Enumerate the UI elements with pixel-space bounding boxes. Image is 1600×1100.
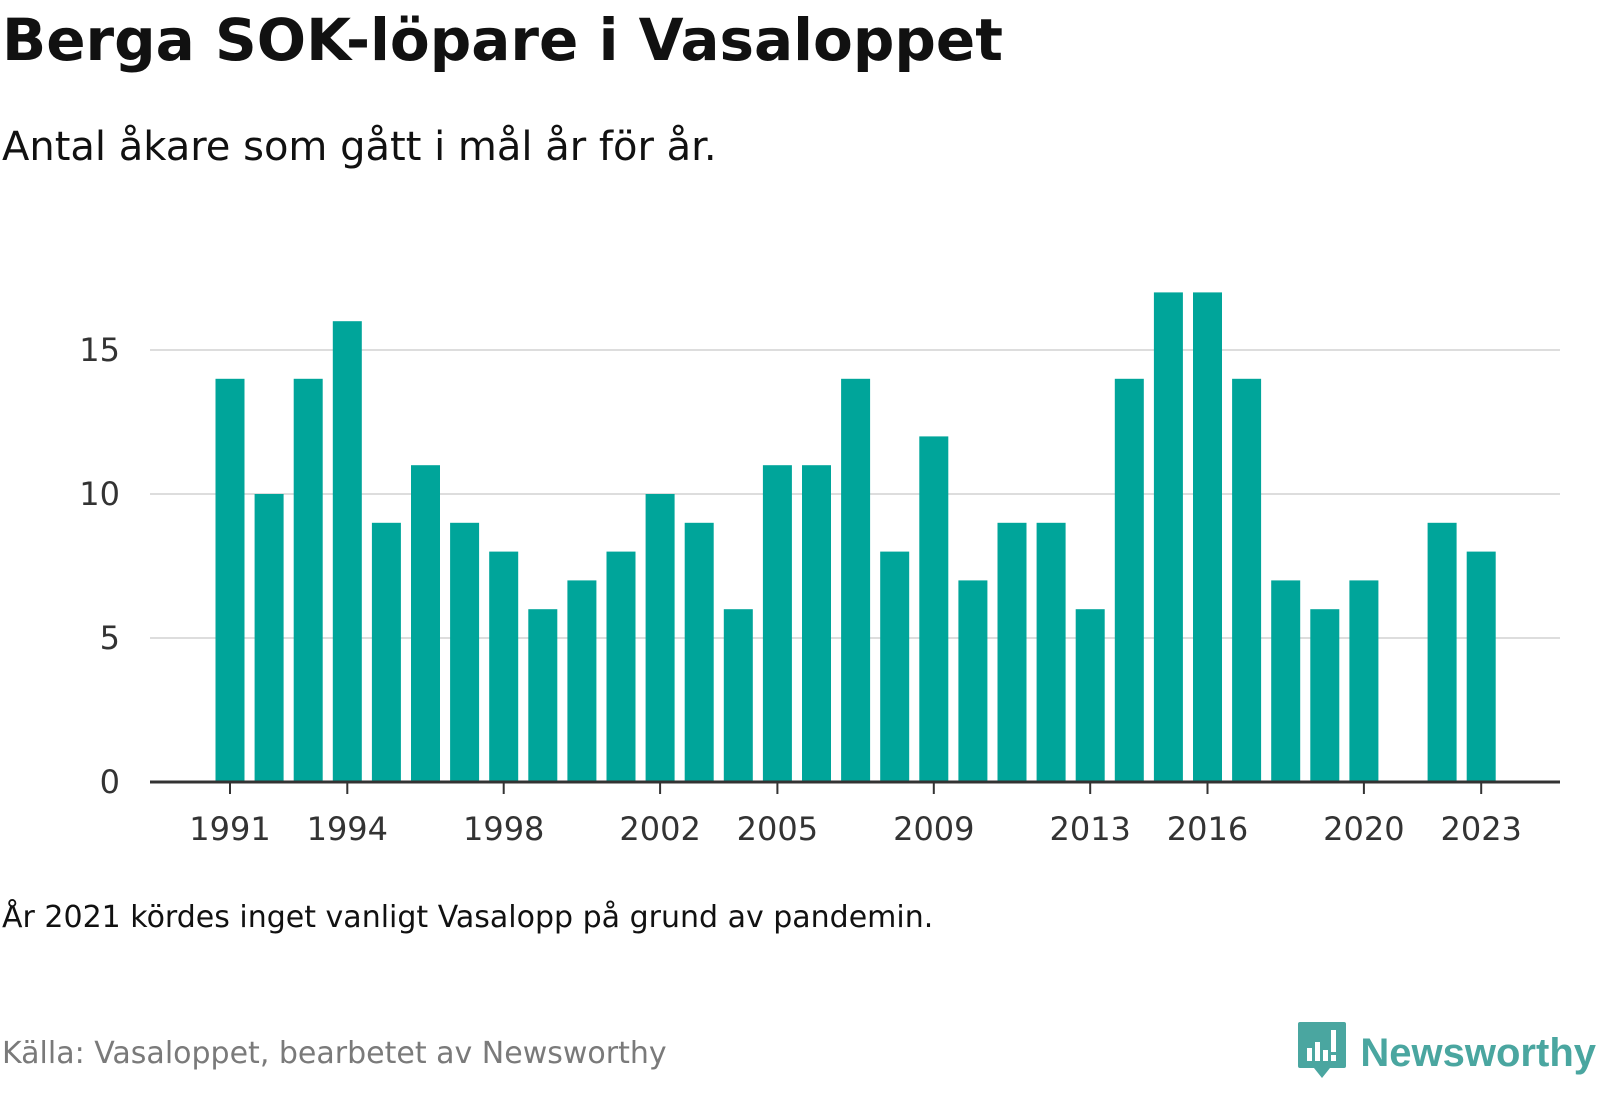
x-tick-label: 2013 <box>1049 810 1130 848</box>
bar-1992 <box>254 494 284 782</box>
chart-title: Berga SOK-löpare i Vasaloppet <box>2 6 1003 74</box>
bar-2011 <box>997 522 1027 782</box>
bar-1998 <box>489 551 519 782</box>
bar-1991 <box>215 378 245 782</box>
bar-2004 <box>723 609 753 782</box>
bar-chart: 0 5 10 15 1991 1994 1998 2002 2005 2009 2013 2016 20… <box>79 292 1560 848</box>
x-tick-label: 2002 <box>619 810 700 848</box>
bar-2001 <box>606 551 636 782</box>
x-tick-label: 2020 <box>1323 810 1404 848</box>
bar-2013 <box>1075 609 1105 782</box>
bar-1999 <box>528 609 558 782</box>
bar-1996 <box>411 465 440 782</box>
bar-2020 <box>1349 580 1379 782</box>
source-text: Källa: Vasaloppet, bearbetet av Newswort… <box>2 1036 667 1071</box>
brand-logo: Newsworthy <box>1296 1018 1596 1088</box>
bar-1994 <box>332 321 362 782</box>
axes: 0 5 10 15 1991 1994 1998 2002 2005 2009 2013 2016 20… <box>79 331 1560 848</box>
bar-2012 <box>1036 522 1066 782</box>
bars <box>215 292 1496 782</box>
bar-1993 <box>293 378 323 782</box>
bar-2010 <box>958 580 988 782</box>
bar-2023 <box>1466 551 1496 782</box>
bar-2000 <box>567 580 597 782</box>
y-tick-label: 0 <box>100 763 120 801</box>
bar-2016 <box>1193 292 1222 782</box>
y-tick-label: 15 <box>79 331 120 369</box>
bar-2009 <box>919 436 949 782</box>
bar-2007 <box>841 378 871 782</box>
bar-2022 <box>1427 522 1457 782</box>
bar-2017 <box>1232 378 1262 782</box>
y-tick-label: 5 <box>100 619 120 657</box>
x-tick-label: 2016 <box>1167 810 1248 848</box>
x-tick-label: 2009 <box>893 810 974 848</box>
bar-2008 <box>880 551 910 782</box>
bar-2002 <box>645 494 675 782</box>
bar-1997 <box>450 522 480 782</box>
bar-2003 <box>684 522 714 782</box>
bar-2019 <box>1310 609 1340 782</box>
brand-name: Newsworthy <box>1360 1030 1596 1075</box>
newsworthy-logo-icon <box>1296 1020 1348 1086</box>
x-tick-label: 1998 <box>463 810 544 848</box>
bar-2015 <box>1153 292 1183 782</box>
bar-2018 <box>1271 580 1301 782</box>
x-tick-label: 2005 <box>737 810 818 848</box>
x-tick-label: 2023 <box>1440 810 1521 848</box>
bar-2006 <box>802 465 831 782</box>
x-tick-label: 1994 <box>307 810 388 848</box>
chart-subtitle: Antal åkare som gått i mål år för år. <box>2 124 717 170</box>
bar-1995 <box>371 522 401 782</box>
bar-2014 <box>1114 378 1144 782</box>
y-tick-label: 10 <box>79 475 120 513</box>
x-tick-label: 1991 <box>189 810 270 848</box>
chart-note: År 2021 kördes inget vanligt Vasalopp på… <box>2 900 934 935</box>
bar-2005 <box>762 465 792 782</box>
chart-area: 0 5 10 15 1991 1994 1998 2002 2005 2009 2013 2016 20… <box>0 260 1600 900</box>
